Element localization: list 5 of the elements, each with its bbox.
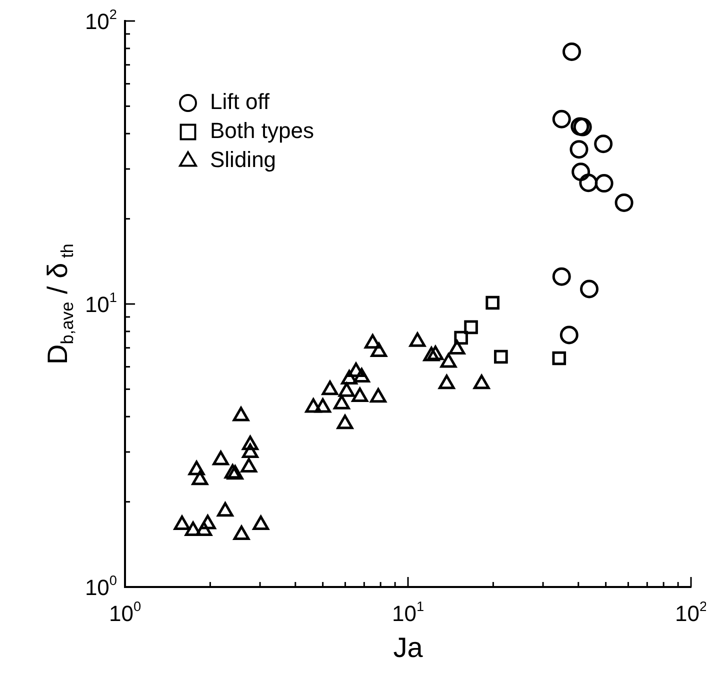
y-axis-title: Db,ave / δ th bbox=[42, 244, 78, 364]
legend-label: Lift off bbox=[210, 89, 270, 114]
legend-label: Sliding bbox=[210, 147, 276, 172]
legend-label: Both types bbox=[210, 118, 314, 144]
x-axis-title: Ja bbox=[393, 632, 424, 663]
